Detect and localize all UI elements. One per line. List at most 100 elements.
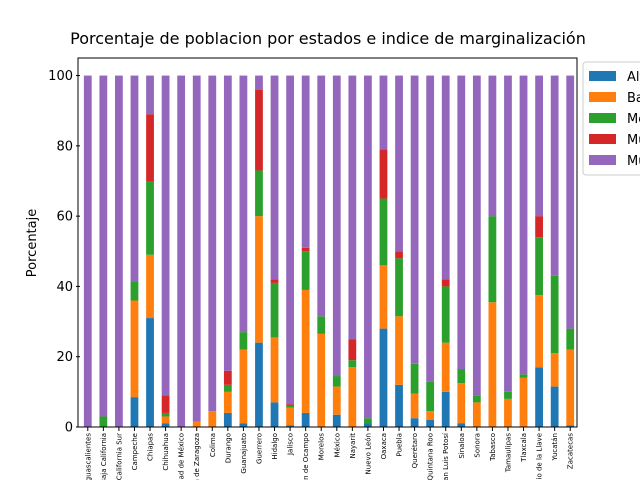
bar-segment [239,349,248,424]
bar-segment [348,367,357,427]
bar-segment [146,114,154,181]
bar-segment [410,75,419,364]
chart-title: Porcentaje de poblacion por estados e in… [70,29,586,48]
legend-swatch [589,134,616,144]
bar-segment [379,198,388,266]
bar-segment [301,289,310,413]
bar-segment [472,402,481,427]
legend-label: Medio [627,112,640,127]
bar-segment [239,423,248,427]
y-tick-label: 80 [56,139,73,154]
bar-segment [270,75,279,280]
y-tick-label: 0 [65,421,73,436]
bar-segment [255,170,263,217]
bar-segment [317,316,326,334]
bar-segment [348,339,357,361]
bar-segment [488,216,497,303]
bar-segment [208,411,217,427]
bar-segment [332,414,341,427]
bar-segment [332,376,341,387]
bar-segment [364,423,372,427]
bar-segment [348,360,357,368]
bar-segment [223,75,232,371]
bar-segment [550,75,559,276]
bar-segment [130,397,139,427]
bar-segment [457,423,466,427]
bar-segment [395,384,403,427]
legend-swatch [589,113,616,123]
bar-segment [146,75,154,115]
y-tick-label: 40 [56,280,73,295]
bar-segment [255,75,263,90]
bar-segment [504,398,512,427]
bar-segment [192,75,201,422]
legend-label: Bajo [627,91,640,106]
bar-segment [286,75,294,405]
bar-segment [255,89,263,171]
bar-segment [161,416,170,424]
bar-segment [410,363,419,394]
bar-segment [488,302,497,427]
x-tick-label: México [333,433,341,457]
bar-segment [301,251,310,290]
bar-segment [441,342,450,392]
bar-segment [441,391,450,427]
axes-frame [77,57,578,428]
bar-segment [457,75,466,370]
bar-segment [535,367,543,427]
x-tick-label: Michoacán de Ocampo [302,433,310,480]
bar-segment [379,149,388,199]
bar-segment [519,374,528,378]
bar-segment [255,216,263,343]
bar-segment [364,75,372,419]
bar-segment [161,412,170,417]
x-tick-label: Guanajuato [240,433,248,474]
bar-segment [550,386,559,427]
x-tick-label: Chihuahua [162,433,170,471]
x-tick-label: Tabasco [489,433,497,462]
bar-segment [99,75,108,417]
bar-segment [566,425,575,427]
bar-segment [472,395,481,403]
y-axis-label: Porcentaje [25,209,40,277]
bar-segment [504,75,512,392]
bar-segment [566,328,575,350]
bar-segment [550,353,559,387]
x-tick-label: Chiapas [147,433,155,461]
bar-segment [395,316,403,385]
bar-segment [441,286,450,343]
legend-label: Muy alto [627,133,640,148]
bar-segment [379,328,388,427]
bar-segment [488,75,497,217]
bar-segment [301,75,310,248]
bar-segment [410,393,419,419]
bar-segment [566,349,575,426]
bar-segment [208,75,217,412]
bar-segment [441,279,450,287]
bar-segment [146,181,154,255]
bar-segment [348,75,357,340]
bar-segment [83,75,92,428]
bar-segment [270,282,279,338]
bar-segment [161,75,170,396]
bar-segment [426,381,435,412]
x-tick-label: Durango [224,433,232,463]
bar-segment [457,369,466,384]
bar-segment [99,416,108,427]
bar-segment [410,418,419,427]
bar-segment [457,383,466,424]
bar-segment [223,391,232,413]
bar-segment [161,423,170,427]
y-tick-label: 60 [56,210,73,225]
bar-segment [146,318,154,427]
bar-segment [146,254,154,319]
bar-segment [332,75,341,377]
bar-segment [130,75,139,282]
bar-segment [239,332,248,350]
x-tick-label: Hidalgo [271,433,279,460]
bar-segment [270,279,279,283]
x-tick-label: Nuevo León [364,433,372,474]
bar-segment [301,412,310,427]
bar-segment [286,407,294,426]
